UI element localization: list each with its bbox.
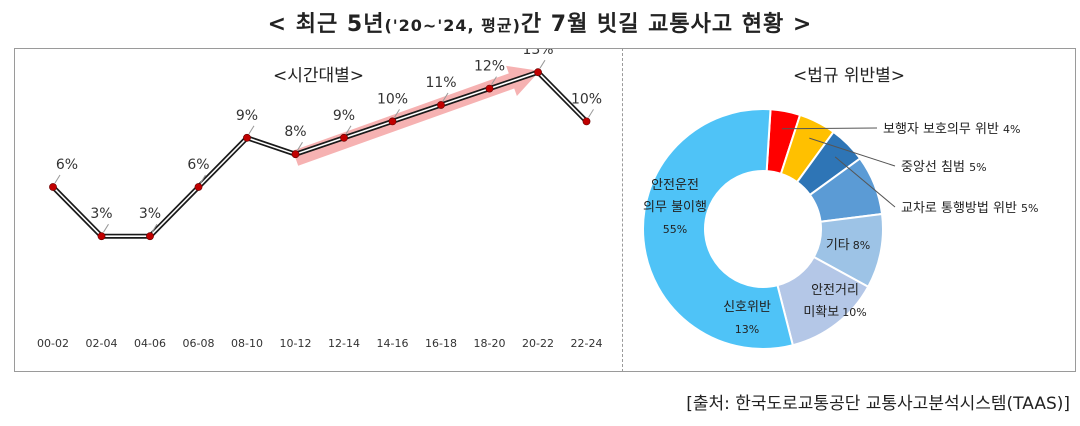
data-point [388,117,397,126]
source-note: [출처: 한국도로교통공단 교통사고분석시스템(TAAS)] [686,394,1070,414]
data-label: 10% [571,91,602,107]
data-label: 13% [522,49,553,58]
slice-label: 안전거리 [811,283,859,298]
violation-chart-title: <법규 위반별> [792,66,906,86]
data-label: 3% [139,206,161,222]
data-label: 11% [425,75,456,91]
label-leader [200,174,206,184]
data-point [485,84,494,93]
label-leader [103,223,109,233]
x-tick-label: 06-08 [183,337,215,350]
slice-label: 신호위반 [723,300,771,315]
label-leader [248,125,255,135]
slice-label: 중앙선 침범 5% [901,160,987,175]
x-tick-label: 08-10 [231,337,263,350]
label-leader [297,141,303,151]
x-tick-label: 18-20 [474,337,506,350]
data-point [194,183,203,191]
x-tick-label: 12-14 [328,337,360,350]
data-label: 8% [284,124,306,140]
slice-pct: 13% [735,323,759,336]
label-leader [539,59,546,69]
slice-label: 안전운전 [651,178,699,193]
title-suffix: 간 7월 빗길 교통사고 현황 > [520,12,813,37]
label-leader [588,109,594,118]
slice-label: 기타 8% [826,238,870,253]
page-title: < 최근 5년('20~'24, 평균)간 7월 빗길 교통사고 현황 > [0,6,1080,38]
data-point [340,133,348,142]
x-tick-label: 20-22 [522,337,554,350]
label-leader [394,109,400,118]
x-tick-label: 00-02 [37,337,69,350]
data-label: 6% [56,157,78,173]
data-label: 10% [377,91,408,107]
data-label: 9% [236,108,258,124]
data-point [97,232,106,241]
x-tick-label: 10-12 [280,337,312,350]
label-leader [151,223,158,233]
data-point [582,117,591,126]
data-point [437,101,445,109]
slice-label: 교차로 통행방법 위반 5% [901,200,1039,216]
time-chart-panel: <시간대별> 6% 3% 3% 6% 9% 8% 9% 10% 11% 12% 13% 10% 00-0… [14,48,622,372]
data-point [243,133,251,142]
title-period: ('20~'24, 평균) [384,16,521,35]
violation-chart-panel: <법규 위반별> 보행자 보호의무 위반 4% 중앙선 침범 5% 교차로 통행방법… [622,48,1076,372]
label-leader [345,125,352,135]
data-label: 9% [333,108,355,124]
slice-leader [809,137,896,167]
time-chart-title: <시간대별> [272,66,365,86]
slice-pct: 55% [663,223,687,236]
slice-leader [834,156,896,208]
x-tick-label: 02-04 [86,337,118,350]
series-line-inner [52,71,588,237]
data-label: 12% [474,59,505,75]
donut-slice [642,108,795,350]
data-point [49,183,57,191]
data-point [534,68,542,77]
slice-label: 의무 불이행 [643,199,707,215]
data-point [291,150,300,159]
data-point [146,232,154,241]
label-leader [54,174,61,184]
label-leader [442,92,449,102]
x-tick-label: 14-16 [377,337,409,350]
x-tick-label: 04-06 [134,337,166,350]
slice-leader [782,127,878,130]
violation-donut-chart: 보행자 보호의무 위반 4% 중앙선 침범 5% 교차로 통행방법 위반 5% 기타 8… [642,108,1039,350]
data-label: 3% [90,206,112,222]
slice-label: 보행자 보호의무 위반 4% [883,121,1021,137]
title-prefix: < 최근 5년 [267,12,385,37]
label-leader [491,76,497,85]
data-label: 6% [187,157,209,173]
x-tick-label: 22-24 [571,337,603,350]
x-tick-label: 16-18 [425,337,457,350]
slice-label: 미확보 10% [803,305,866,320]
time-line-chart: 6% 3% 3% 6% 9% 8% 9% 10% 11% 12% 13% 10% 00-02 02-04 0… [37,49,603,350]
